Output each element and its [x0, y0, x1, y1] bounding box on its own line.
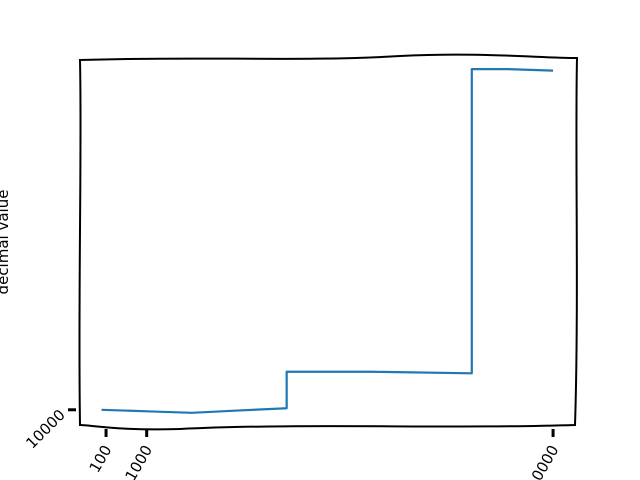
x-tick-label: 100	[86, 442, 116, 476]
data-line	[101, 68, 554, 414]
y-tick-label: 10000	[22, 406, 68, 452]
x-tick-label: 1000	[121, 442, 156, 480]
x-tick-label: 10000	[523, 442, 562, 480]
plot-frame	[78, 53, 579, 431]
y-axis-label: decimal value	[0, 190, 12, 295]
